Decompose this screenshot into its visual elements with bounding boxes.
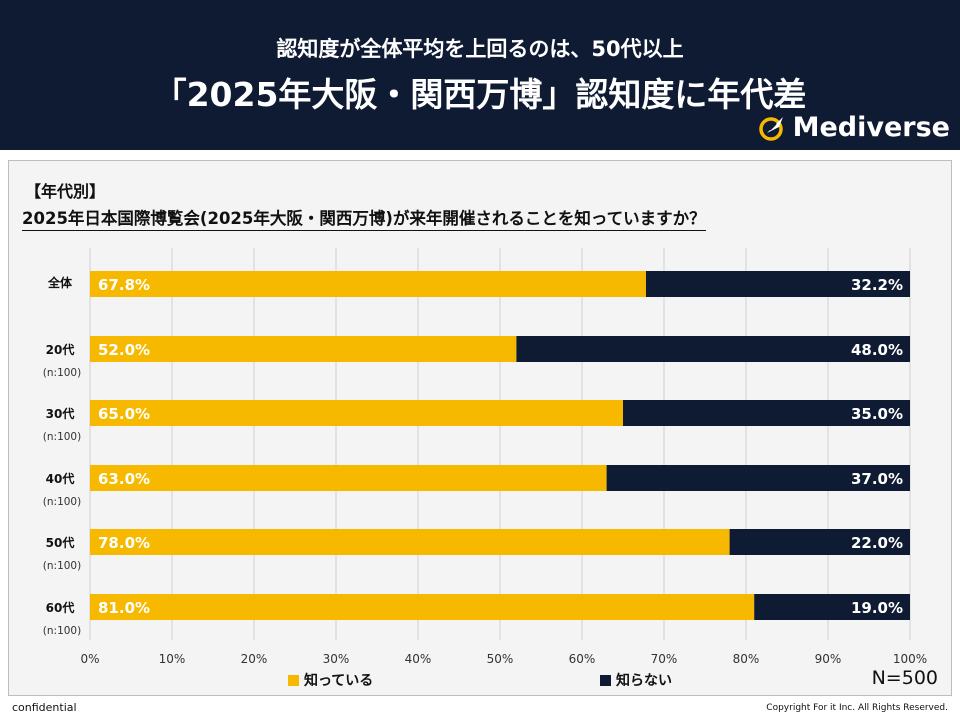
- category-label: 30代: [46, 406, 75, 421]
- x-tick-label: 50%: [487, 652, 514, 666]
- confidential-label: confidential: [12, 701, 77, 714]
- category-label: 40代: [46, 471, 75, 486]
- x-tick-label: 90%: [815, 652, 842, 666]
- bar-unknown: [516, 336, 910, 362]
- legend-swatch-unknown: [600, 674, 611, 686]
- bar-known: [90, 336, 517, 362]
- bar-unknown: [623, 400, 910, 426]
- brand-logo: Mediverse: [757, 112, 950, 143]
- category-label: 60代: [46, 600, 75, 615]
- category-sample-note: (n:100): [43, 496, 81, 508]
- header-banner: 認知度が全体平均を上回るのは、50代以上 「2025年大阪・関西万博」認知度に年…: [0, 0, 960, 150]
- data-label-unknown: 37.0%: [851, 470, 903, 488]
- bar-unknown: [729, 529, 910, 555]
- category-sample-note: (n:100): [43, 560, 81, 572]
- brand-name: Mediverse: [792, 112, 950, 143]
- copyright-label: Copyright For it Inc. All Rights Reserve…: [766, 703, 948, 713]
- category-label: 20代: [46, 342, 75, 357]
- data-label-known: 52.0%: [98, 341, 150, 359]
- data-label-unknown: 22.0%: [851, 534, 903, 552]
- bar-known: [90, 400, 623, 426]
- data-label-known: 65.0%: [98, 405, 150, 423]
- data-label-known: 63.0%: [98, 470, 150, 488]
- sample-size-label: N=500: [871, 667, 938, 689]
- x-tick-label: 20%: [241, 652, 268, 666]
- legend-label-known: 知っている: [304, 673, 374, 689]
- category-sample-note: (n:100): [43, 431, 81, 443]
- legend-item-known: 知っている: [288, 670, 373, 690]
- data-label-unknown: 48.0%: [851, 341, 903, 359]
- x-tick-label: 0%: [80, 652, 99, 666]
- category-sample-note: (n:100): [43, 367, 81, 379]
- bar-unknown: [645, 271, 910, 297]
- category-sample-note: (n:100): [43, 625, 81, 637]
- header-subtitle: 認知度が全体平均を上回るのは、50代以上: [276, 37, 684, 61]
- bar-known: [90, 465, 607, 491]
- category-label: 全体: [47, 275, 73, 290]
- x-tick-label: 60%: [569, 652, 596, 666]
- rocket-logo-icon: [758, 116, 783, 141]
- x-tick-label: 100%: [893, 652, 927, 666]
- data-label-unknown: 35.0%: [851, 405, 903, 423]
- legend-swatch-known: [288, 674, 299, 686]
- x-tick-label: 70%: [651, 652, 678, 666]
- x-tick-label: 30%: [323, 652, 350, 666]
- data-label-unknown: 19.0%: [851, 599, 903, 617]
- data-label-unknown: 32.2%: [851, 276, 903, 294]
- bar-known: [90, 271, 646, 297]
- category-label: 50代: [46, 535, 75, 550]
- x-tick-label: 40%: [405, 652, 432, 666]
- bar-known: [90, 594, 755, 620]
- data-label-known: 81.0%: [98, 599, 150, 617]
- legend-item-unknown: 知らない: [600, 670, 672, 690]
- x-tick-label: 10%: [159, 652, 186, 666]
- data-label-known: 78.0%: [98, 534, 150, 552]
- bar-unknown: [606, 465, 910, 491]
- bar-known: [90, 529, 730, 555]
- section-label: 【年代別】: [25, 182, 106, 201]
- bar-unknown: [754, 594, 910, 620]
- legend-label-unknown: 知らない: [616, 673, 672, 689]
- header-title: 「2025年大阪・関西万博」認知度に年代差: [153, 75, 807, 114]
- data-label-known: 67.8%: [98, 276, 150, 294]
- chart-title: 2025年日本国際博覧会(2025年大阪・関西万博)が来年開催されることを知って…: [22, 205, 706, 231]
- x-tick-label: 80%: [733, 652, 760, 666]
